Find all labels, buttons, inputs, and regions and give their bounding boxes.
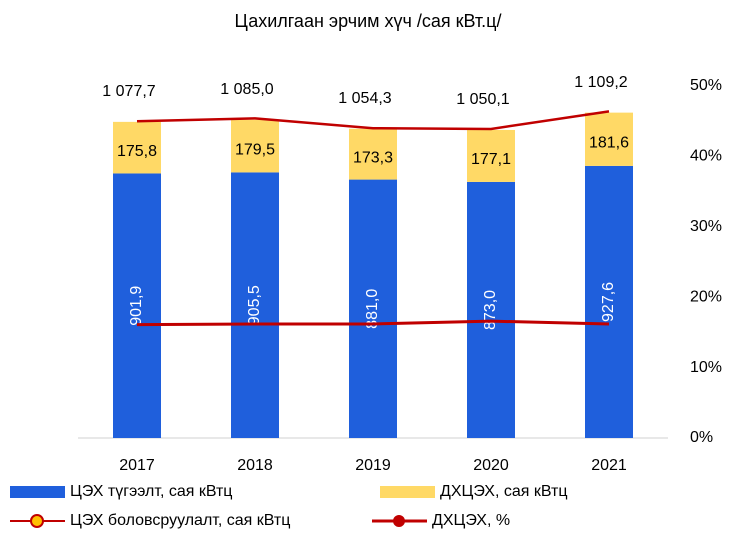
total-label: 1 109,2 bbox=[574, 74, 627, 91]
bar-value-label: 881,0 bbox=[364, 289, 381, 329]
bar-value-label: 873,0 bbox=[482, 290, 499, 330]
total-label: 1 050,1 bbox=[456, 91, 509, 108]
bar-segment bbox=[585, 112, 633, 166]
x-tick-label: 2017 bbox=[119, 457, 155, 474]
y2-tick-label: 50% bbox=[690, 77, 722, 94]
legend-swatch bbox=[380, 486, 435, 498]
legend-swatch bbox=[10, 486, 65, 498]
line-series bbox=[136, 110, 610, 131]
bar-value-label: 175,8 bbox=[117, 143, 157, 160]
bar-value-label: 177,1 bbox=[471, 151, 511, 168]
chart-title: Цахилгаан эрчим хүч /сая кВт.ц/ bbox=[234, 11, 501, 31]
bar-segment bbox=[349, 128, 397, 180]
bar-segment bbox=[231, 119, 279, 173]
bar-segment bbox=[113, 121, 161, 174]
bar-segment bbox=[467, 181, 515, 439]
y2-tick-label: 20% bbox=[690, 288, 722, 305]
bar-value-label: 173,3 bbox=[353, 149, 393, 166]
bar-value-label: 905,5 bbox=[246, 285, 263, 325]
legend-marker bbox=[30, 514, 44, 528]
x-tick-label: 2018 bbox=[237, 457, 273, 474]
legend-marker bbox=[393, 515, 405, 527]
bar-value-label: 901,9 bbox=[128, 286, 145, 326]
legend-label: ДХЦЭХ, сая кВтц bbox=[440, 483, 568, 500]
bar-value-label: 181,6 bbox=[589, 134, 629, 151]
y2-tick-label: 40% bbox=[690, 148, 722, 165]
bar-value-label: 927,6 bbox=[600, 282, 617, 322]
total-label: 1 085,0 bbox=[220, 81, 273, 98]
bar-segment bbox=[231, 172, 279, 439]
bar-segment bbox=[467, 129, 515, 182]
y2-tick-label: 0% bbox=[690, 429, 713, 446]
legend-label: ЦЭХ боловсруулалт, сая кВтц bbox=[70, 512, 290, 529]
bar-segment bbox=[113, 173, 161, 438]
legend-label: ЦЭХ түгээлт, сая кВтц bbox=[70, 483, 232, 500]
y2-tick-label: 30% bbox=[690, 218, 722, 235]
bar-value-label: 179,5 bbox=[235, 141, 275, 158]
legend-label: ДХЦЭХ, % bbox=[432, 512, 510, 529]
bar-segment bbox=[585, 165, 633, 439]
line-series bbox=[136, 319, 610, 327]
y2-tick-label: 10% bbox=[690, 359, 722, 376]
total-label: 1 054,3 bbox=[338, 90, 391, 107]
total-label: 1 077,7 bbox=[102, 83, 155, 100]
x-tick-label: 2019 bbox=[355, 457, 391, 474]
x-tick-label: 2020 bbox=[473, 457, 509, 474]
x-tick-label: 2021 bbox=[591, 457, 627, 474]
bar-segment bbox=[349, 179, 397, 438]
